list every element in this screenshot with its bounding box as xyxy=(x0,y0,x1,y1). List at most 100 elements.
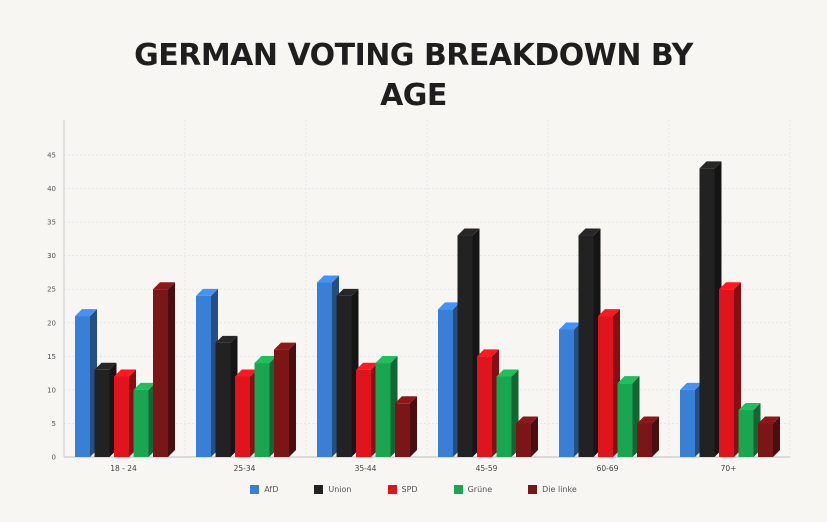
bar-top xyxy=(496,369,519,377)
grid-lines xyxy=(64,120,791,457)
bar-top xyxy=(94,362,117,370)
bar-top xyxy=(578,228,601,236)
bar-side xyxy=(168,282,175,457)
bar-spd-18-24 xyxy=(114,369,136,457)
bar-top xyxy=(457,228,480,236)
legend-label: Union xyxy=(328,485,352,494)
legend-item-afd: AfD xyxy=(250,485,278,494)
bar-front xyxy=(254,363,270,457)
bar-top xyxy=(719,282,741,290)
bar-union-35-44 xyxy=(336,288,359,457)
bar-front xyxy=(496,376,512,457)
bar-front xyxy=(438,309,453,457)
bar-afd-70+ xyxy=(680,382,702,457)
bar-top xyxy=(317,275,339,283)
bar-grüne-70+ xyxy=(738,403,761,457)
y-tick-label: 25 xyxy=(47,286,56,294)
y-tick-label: 40 xyxy=(47,185,56,193)
legend-label: Die linke xyxy=(542,485,577,494)
bar-front xyxy=(758,423,773,457)
bar-top xyxy=(235,369,257,377)
legend-item-union: Union xyxy=(314,485,352,494)
bar-front xyxy=(336,295,352,457)
bar-afd-45-59 xyxy=(438,302,460,457)
legend-swatch xyxy=(314,485,324,494)
bar-front xyxy=(356,369,371,457)
bar-top xyxy=(438,302,460,310)
bar-top xyxy=(133,382,156,390)
bar-top xyxy=(215,335,238,343)
bar-top xyxy=(254,356,277,364)
bar-side xyxy=(410,396,417,457)
bar-die-linke-45-59 xyxy=(516,416,538,457)
legend-swatch xyxy=(250,485,260,494)
x-tick-label: 18 - 24 xyxy=(110,464,137,473)
y-tick-label: 15 xyxy=(47,353,56,361)
bar-top xyxy=(680,382,702,390)
bar-top xyxy=(738,403,761,411)
bar-top xyxy=(114,369,136,377)
bar-front xyxy=(235,376,250,457)
bar-front xyxy=(395,403,410,457)
legend-label: Grüne xyxy=(467,485,493,494)
bar-top xyxy=(356,362,378,370)
bar-front xyxy=(477,356,492,457)
bar-afd-25-34 xyxy=(196,288,218,457)
bar-die-linke-25-34 xyxy=(274,342,296,457)
bar-side xyxy=(531,416,538,457)
bar-top xyxy=(559,322,581,330)
bar-die-linke-35-44 xyxy=(395,396,417,457)
bar-front xyxy=(274,349,289,457)
bar-top xyxy=(274,342,296,350)
bar-top xyxy=(758,416,780,424)
bar-die-linke-18-24 xyxy=(153,282,175,457)
bar-top xyxy=(598,309,620,317)
bar-top xyxy=(395,396,417,404)
y-tick-label: 30 xyxy=(47,252,56,260)
bar-front xyxy=(516,423,531,457)
bar-spd-45-59 xyxy=(477,349,499,457)
bar-spd-25-34 xyxy=(235,369,257,457)
legend-item-spd: SPD xyxy=(387,485,418,494)
y-tick-label: 10 xyxy=(47,386,56,394)
bar-side xyxy=(773,416,780,457)
y-tick-label: 45 xyxy=(47,152,56,160)
bar-grüne-25-34 xyxy=(254,356,277,457)
bar-grüne-45-59 xyxy=(496,369,519,457)
bar-front xyxy=(637,423,652,457)
bar-front xyxy=(317,282,332,457)
bar-union-18-24 xyxy=(94,362,117,457)
bar-side xyxy=(652,416,659,457)
y-tick-label: 35 xyxy=(47,219,56,227)
bar-front xyxy=(617,383,633,457)
bar-front xyxy=(196,295,211,457)
y-tick-label: 5 xyxy=(52,420,56,428)
bar-front xyxy=(559,329,574,457)
bar-grüne-35-44 xyxy=(375,356,398,457)
bar-front xyxy=(578,235,594,457)
legend-swatch xyxy=(453,485,463,494)
x-tick-label: 25-34 xyxy=(234,464,256,473)
bar-side xyxy=(289,342,296,457)
bar-front xyxy=(680,389,695,457)
legend-item-grüne: Grüne xyxy=(453,485,493,494)
bar-grüne-60-69 xyxy=(617,376,640,457)
bar-front xyxy=(457,235,473,457)
bar-front xyxy=(114,376,129,457)
bar-front xyxy=(719,289,734,457)
bar-top xyxy=(153,282,175,290)
bar-spd-70+ xyxy=(719,282,741,457)
y-tick-label: 20 xyxy=(47,319,56,327)
bar-top xyxy=(699,161,722,169)
bar-union-60-69 xyxy=(578,228,601,457)
bar-front xyxy=(738,410,754,457)
bar-top xyxy=(516,416,538,424)
bar-spd-60-69 xyxy=(598,309,620,457)
bar-spd-35-44 xyxy=(356,362,378,457)
bar-front xyxy=(215,342,231,457)
bar-afd-18-24 xyxy=(75,309,97,457)
bar-die-linke-70+ xyxy=(758,416,780,457)
bar-front xyxy=(153,289,168,457)
x-tick-label: 45-59 xyxy=(476,464,498,473)
